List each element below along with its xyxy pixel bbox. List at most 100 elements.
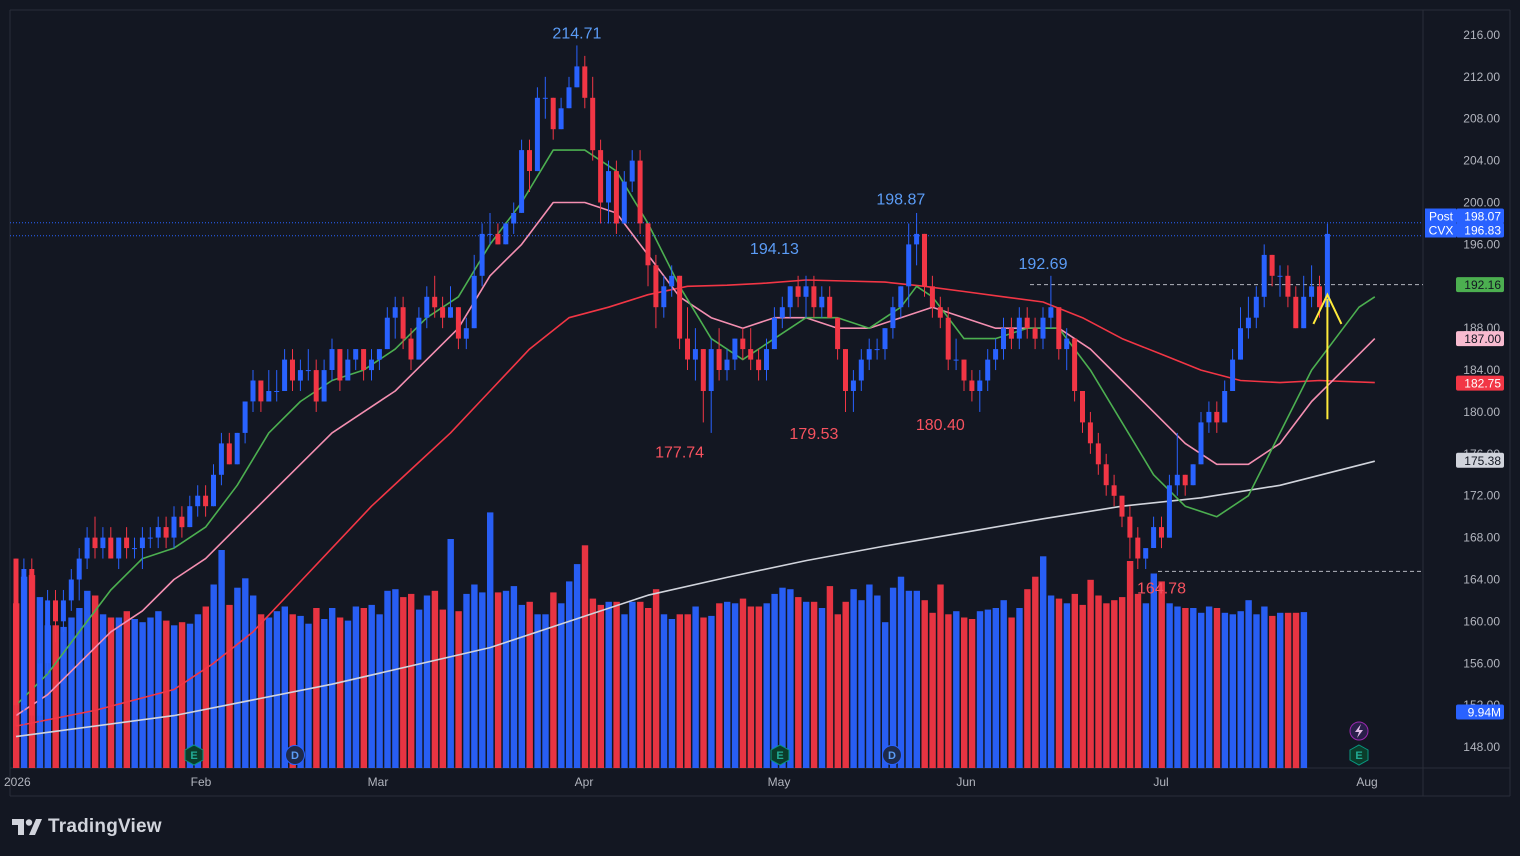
candle[interactable] bbox=[1238, 307, 1243, 360]
candle[interactable] bbox=[1008, 317, 1014, 350]
candle[interactable] bbox=[218, 432, 224, 486]
candle[interactable] bbox=[1024, 307, 1030, 339]
candle[interactable] bbox=[803, 275, 809, 318]
candle[interactable] bbox=[37, 642, 43, 727]
candle[interactable] bbox=[471, 254, 477, 329]
arrow-drawing[interactable] bbox=[1312, 292, 1343, 420]
candle[interactable] bbox=[795, 275, 801, 308]
candle[interactable] bbox=[740, 328, 746, 360]
candle[interactable] bbox=[645, 223, 651, 287]
candle[interactable] bbox=[68, 569, 74, 611]
candle[interactable] bbox=[1048, 275, 1054, 329]
candle[interactable] bbox=[21, 558, 27, 727]
candle[interactable] bbox=[590, 76, 596, 161]
candle[interactable] bbox=[558, 97, 564, 130]
candle[interactable] bbox=[337, 349, 343, 391]
candle[interactable] bbox=[953, 338, 959, 371]
candle[interactable] bbox=[479, 223, 485, 287]
candle[interactable] bbox=[1159, 516, 1164, 549]
candle[interactable] bbox=[621, 171, 627, 224]
candle[interactable] bbox=[1166, 474, 1172, 538]
candle[interactable] bbox=[898, 286, 904, 318]
candle[interactable] bbox=[629, 150, 635, 193]
candle[interactable] bbox=[384, 307, 390, 350]
time-axis[interactable]: 2026 Feb Mar Apr May Jun Jul Aug bbox=[4, 775, 1378, 789]
candle[interactable] bbox=[922, 233, 927, 297]
candle[interactable] bbox=[1222, 380, 1228, 423]
candle[interactable] bbox=[1143, 548, 1149, 570]
candle[interactable] bbox=[369, 349, 374, 381]
candle[interactable] bbox=[448, 286, 453, 318]
candle[interactable] bbox=[45, 589, 51, 674]
candle[interactable] bbox=[171, 506, 177, 549]
candle[interactable] bbox=[1064, 328, 1070, 371]
candle[interactable] bbox=[534, 87, 540, 172]
dividend-event-icon[interactable]: D bbox=[882, 745, 902, 765]
candle[interactable] bbox=[716, 328, 722, 381]
candle[interactable] bbox=[1285, 265, 1291, 308]
candle[interactable] bbox=[424, 286, 430, 329]
candle[interactable] bbox=[53, 589, 58, 643]
sma-200-line[interactable] bbox=[15, 460, 1375, 738]
candle[interactable] bbox=[203, 485, 209, 517]
candle[interactable] bbox=[242, 401, 248, 444]
candle[interactable] bbox=[432, 275, 438, 318]
candle[interactable] bbox=[345, 349, 351, 381]
candle[interactable] bbox=[84, 527, 90, 570]
candle[interactable] bbox=[1016, 307, 1022, 350]
candle[interactable] bbox=[819, 286, 825, 318]
candle[interactable] bbox=[211, 464, 216, 507]
candle[interactable] bbox=[511, 202, 517, 234]
candle[interactable] bbox=[764, 338, 769, 381]
candle[interactable] bbox=[945, 307, 951, 371]
candle[interactable] bbox=[866, 338, 872, 371]
candle[interactable] bbox=[582, 55, 588, 109]
candle[interactable] bbox=[685, 307, 690, 371]
candle[interactable] bbox=[353, 349, 359, 371]
candle[interactable] bbox=[914, 212, 920, 266]
candle[interactable] bbox=[779, 296, 785, 329]
candle[interactable] bbox=[187, 495, 193, 528]
candle[interactable] bbox=[282, 349, 288, 391]
candle[interactable] bbox=[163, 516, 169, 549]
candle[interactable] bbox=[297, 359, 303, 391]
candle[interactable] bbox=[732, 338, 738, 371]
candle[interactable] bbox=[606, 160, 611, 224]
candle[interactable] bbox=[1190, 464, 1196, 486]
candle[interactable] bbox=[1056, 307, 1062, 360]
candle[interactable] bbox=[724, 349, 730, 381]
candle[interactable] bbox=[771, 307, 777, 350]
candle[interactable] bbox=[92, 516, 98, 559]
candle[interactable] bbox=[503, 223, 509, 245]
candle[interactable] bbox=[108, 527, 114, 559]
candle[interactable] bbox=[827, 286, 833, 318]
candle[interactable] bbox=[598, 139, 604, 224]
candle[interactable] bbox=[1269, 254, 1275, 287]
candle[interactable] bbox=[1174, 432, 1180, 496]
candle[interactable] bbox=[756, 349, 762, 381]
candle[interactable] bbox=[653, 254, 659, 329]
earnings-event-icon[interactable]: E bbox=[770, 744, 790, 766]
flash-event-icon[interactable] bbox=[1349, 721, 1369, 741]
candle[interactable] bbox=[542, 76, 548, 119]
candle[interactable] bbox=[977, 370, 983, 412]
candle[interactable] bbox=[527, 139, 532, 193]
candle[interactable] bbox=[274, 370, 280, 402]
candle[interactable] bbox=[305, 349, 311, 381]
candle[interactable] bbox=[250, 370, 256, 412]
candle[interactable] bbox=[708, 338, 714, 433]
candle[interactable] bbox=[416, 307, 422, 360]
candle[interactable] bbox=[1230, 349, 1236, 391]
candle[interactable] bbox=[748, 328, 754, 371]
candle[interactable] bbox=[692, 328, 698, 381]
candle[interactable] bbox=[519, 139, 525, 213]
candle[interactable] bbox=[376, 349, 382, 371]
candle[interactable] bbox=[835, 317, 841, 360]
candle[interactable] bbox=[487, 212, 493, 245]
candle[interactable] bbox=[677, 275, 683, 350]
candle[interactable] bbox=[258, 380, 264, 412]
candle[interactable] bbox=[1127, 506, 1133, 559]
candle[interactable] bbox=[1253, 286, 1259, 329]
candle[interactable] bbox=[882, 328, 888, 360]
